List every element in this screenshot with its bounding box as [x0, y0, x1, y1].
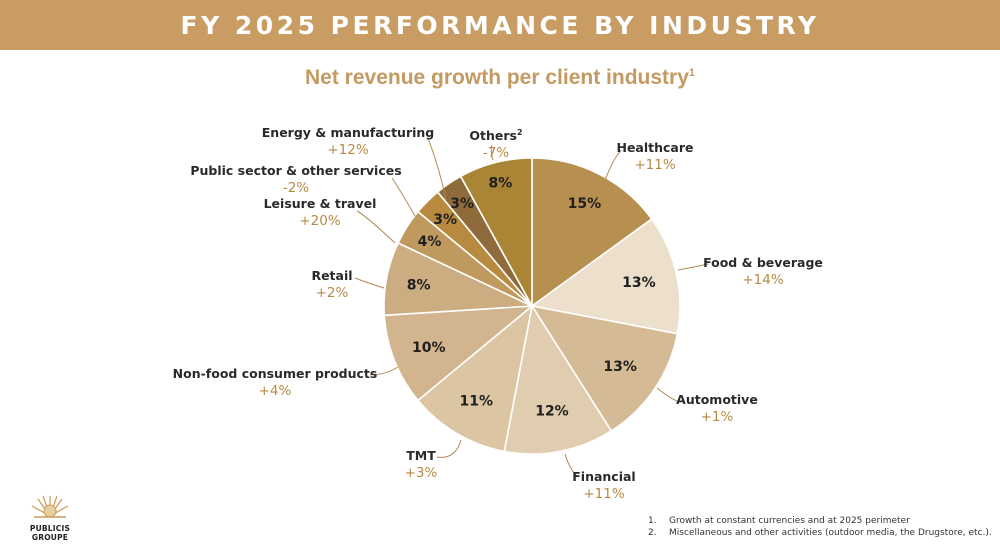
- share-label-tmt: 11%: [459, 393, 493, 409]
- growth-value-leisure-and-travel: +20%: [299, 213, 340, 229]
- footnote-number: 2.: [648, 528, 657, 538]
- leader-line-retail: [354, 277, 385, 289]
- footnote-2: 2. Miscellaneous and other activities (o…: [648, 527, 992, 539]
- share-label-others: 8%: [488, 176, 512, 192]
- category-name-public-sector-and-other-services: Public sector & other services: [190, 163, 401, 178]
- publicis-logo: PUBLICIS GROUPE: [24, 494, 76, 542]
- pie-slice-food-and-beverage: [530, 217, 681, 335]
- growth-value-non-food-consumer-products: +4%: [259, 383, 292, 399]
- pie-slice-automotive: [530, 304, 679, 433]
- share-labels: 15% 13% 13% 12% 11% 10% 8% 4% 3%3% 8%: [407, 176, 656, 420]
- leader-line-tmt: [436, 439, 462, 458]
- growth-value-public-sector-and-other-services: -2%: [283, 180, 309, 196]
- footnotes: 1. Growth at constant currencies and at …: [648, 515, 992, 539]
- leader-line-healthcare: [604, 149, 623, 181]
- leader-line-energy-and-manufacturing: [427, 137, 447, 201]
- category-name-healthcare: Healthcare: [616, 140, 693, 155]
- pie-slices: [383, 157, 681, 455]
- category-name-tmt: TMT: [406, 448, 436, 463]
- leader-line-public-sector-and-other-services: [391, 177, 416, 217]
- category-name-food-and-beverage: Food & beverage: [703, 255, 823, 270]
- footnote-number: 1.: [648, 516, 657, 526]
- share-label-energy-and-manufacturing: 3%: [450, 196, 474, 212]
- category-name-energy-and-manufacturing: Energy & manufacturing: [262, 125, 435, 140]
- pie-slice-non-food-consumer-products: [383, 305, 535, 402]
- category-name-retail: Retail: [311, 268, 352, 283]
- category-labels: Healthcare +11% Food & beverage +14% Automot…: [173, 125, 823, 502]
- leader-line-others: [490, 144, 494, 161]
- growth-value-automotive: +1%: [701, 409, 734, 425]
- share-label-healthcare: 15%: [568, 196, 602, 212]
- share-label-financial: 12%: [535, 404, 569, 420]
- logo-line-1: PUBLICIS: [29, 524, 71, 533]
- growth-value-financial: +11%: [583, 486, 624, 502]
- lion-sun-icon: [31, 495, 69, 518]
- share-label-food-and-beverage: 13%: [622, 275, 656, 291]
- growth-value-energy-and-manufacturing: +12%: [327, 142, 368, 158]
- pie-slice-healthcare: [531, 157, 653, 308]
- category-name-leisure-and-travel: Leisure & travel: [264, 196, 377, 211]
- share-label-retail: 8%: [407, 277, 431, 293]
- page-title: FY 2025 PERFORMANCE BY INDUSTRY: [180, 10, 820, 40]
- share-label-automotive: 13%: [603, 359, 637, 375]
- growth-value-healthcare: +11%: [634, 157, 675, 173]
- growth-value-tmt: +3%: [405, 465, 438, 481]
- pie-slice-tmt: [416, 303, 534, 453]
- logo-line-2: GROUPE: [31, 533, 69, 542]
- growth-value-food-and-beverage: +14%: [742, 272, 783, 288]
- leader-lines: [354, 137, 709, 477]
- category-name-automotive: Automotive: [676, 392, 758, 407]
- footnote-1: 1. Growth at constant currencies and at …: [648, 515, 992, 527]
- share-label-public-sector-and-other-services: 3%: [433, 212, 457, 228]
- category-name-others: Others2: [469, 128, 522, 143]
- leader-line-leisure-and-travel: [356, 210, 396, 244]
- pie-slice-others: [459, 157, 533, 307]
- header-banner: FY 2025 PERFORMANCE BY INDUSTRY: [0, 0, 1000, 50]
- category-name-non-food-consumer-products: Non-food consumer products: [173, 366, 378, 381]
- leader-line-food-and-beverage: [677, 263, 709, 271]
- leader-line-non-food-consumer-products: [369, 366, 399, 376]
- chart-title-footnote-marker: 1: [688, 67, 696, 79]
- category-name-financial: Financial: [572, 469, 635, 484]
- growth-value-retail: +2%: [316, 285, 349, 301]
- share-label-leisure-and-travel: 4%: [418, 234, 442, 250]
- chart-title: Net revenue growth per client industry1: [0, 66, 1000, 90]
- leader-line-financial: [564, 453, 578, 477]
- pie-slice-financial: [503, 303, 613, 455]
- footnote-text: Miscellaneous and other activities (outd…: [669, 528, 992, 538]
- growth-value-others: -7%: [483, 145, 509, 161]
- share-label-non-food-consumer-products: 10%: [412, 340, 446, 356]
- chart-title-text: Net revenue growth per client industry: [304, 66, 689, 89]
- footnote-text: Growth at constant currencies and at 202…: [669, 516, 910, 526]
- leader-line-automotive: [656, 387, 681, 403]
